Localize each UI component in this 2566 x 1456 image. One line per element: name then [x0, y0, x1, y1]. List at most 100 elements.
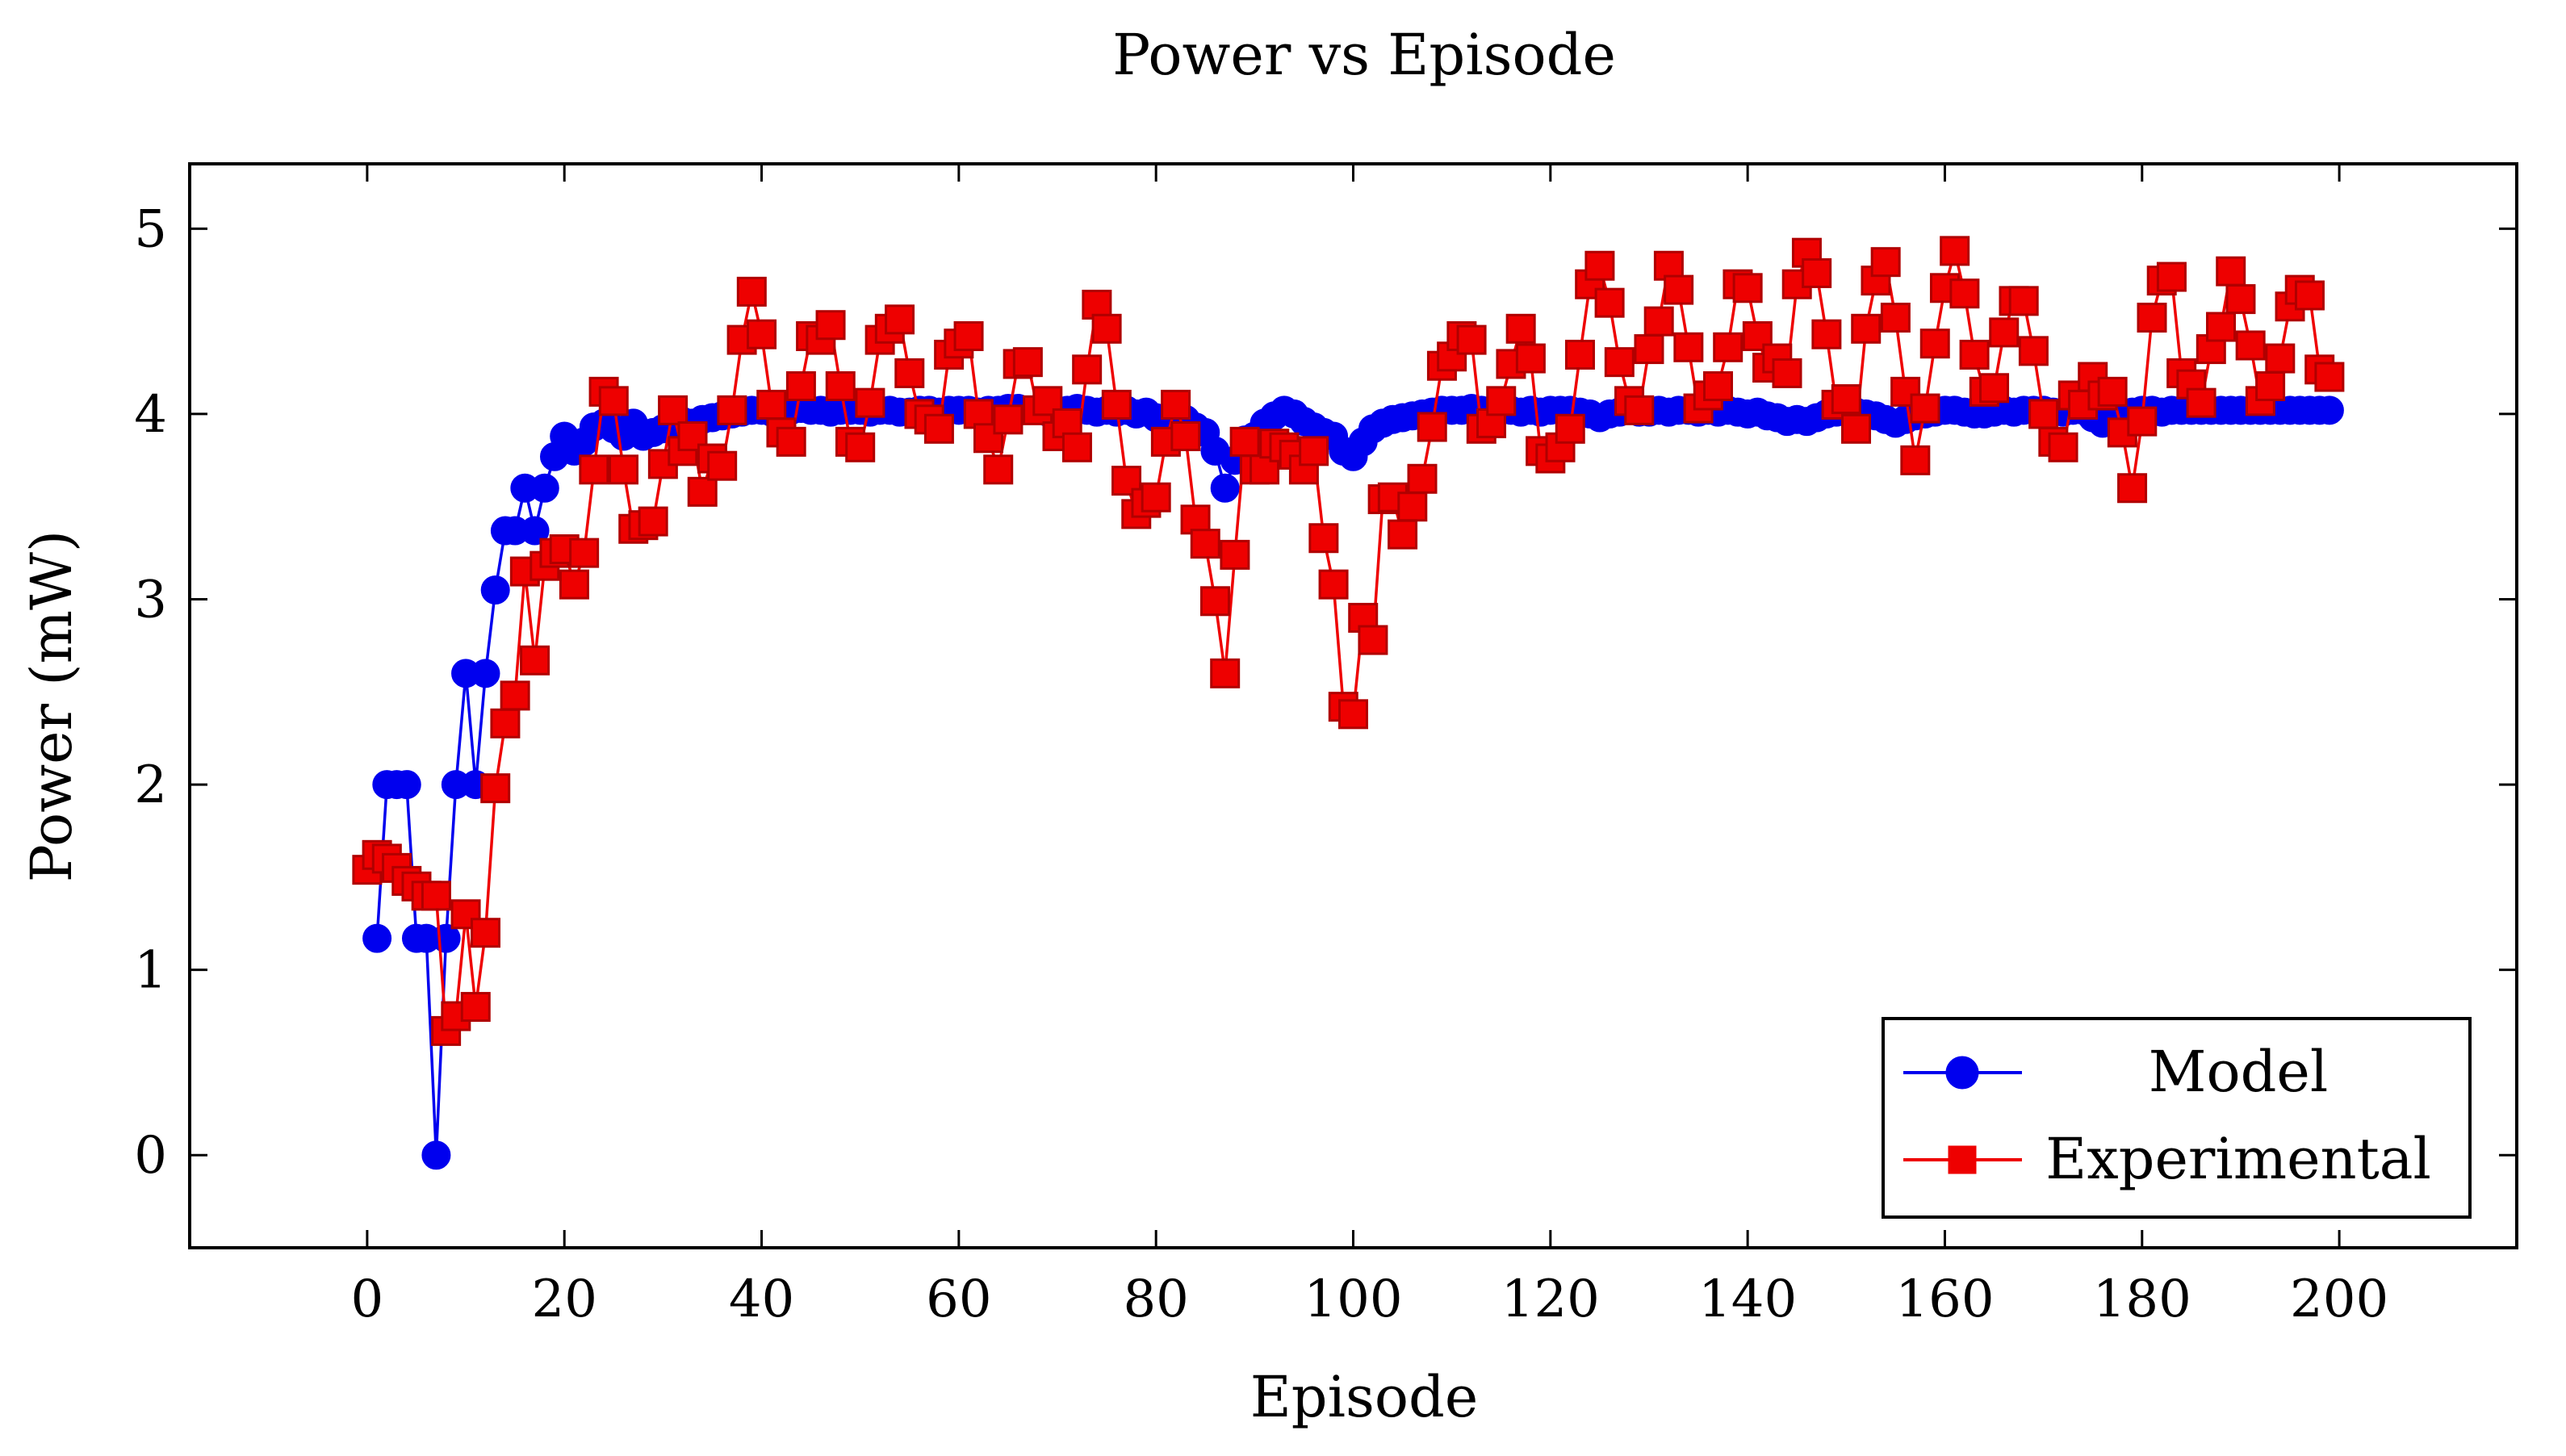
experimental-point: [490, 708, 521, 738]
experimental-point: [2265, 343, 2296, 374]
x-tick-label: 60: [926, 1270, 991, 1329]
experimental-point: [1772, 358, 1802, 388]
experimental-point: [2117, 473, 2148, 504]
x-tick-label: 80: [1123, 1270, 1188, 1329]
experimental-point: [1949, 278, 1980, 309]
x-tick-label: 100: [1304, 1270, 1402, 1329]
experimental-point: [1802, 257, 1832, 288]
experimental-point: [1919, 328, 1950, 359]
experimental-point: [815, 310, 846, 341]
experimental-point: [2018, 336, 2049, 366]
experimental-point: [2028, 399, 2059, 429]
legend-experimental-label: Experimental: [2045, 1126, 2431, 1192]
model-point: [480, 575, 510, 605]
experimental-point: [500, 680, 530, 711]
x-tick-label: 120: [1501, 1270, 1600, 1329]
experimental-point: [2048, 432, 2078, 462]
experimental-point: [470, 918, 500, 948]
chart-title: Power vs Episode: [1112, 22, 1616, 88]
experimental-point: [460, 992, 491, 1023]
model-point: [530, 473, 559, 503]
model-point: [362, 923, 392, 953]
experimental-point: [609, 454, 639, 485]
experimental-point: [717, 395, 747, 425]
experimental-point: [1851, 313, 1882, 344]
experimental-point: [2225, 284, 2256, 315]
experimental-point: [1564, 339, 1595, 370]
experimental-point: [1101, 389, 1132, 420]
experimental-point: [1407, 463, 1438, 494]
experimental-point: [1634, 334, 1664, 365]
y-tick-label: 2: [134, 755, 167, 815]
experimental-point: [2206, 312, 2237, 342]
experimental-point: [1555, 413, 1585, 444]
model-point: [520, 516, 550, 546]
y-tick-label: 5: [134, 199, 167, 259]
experimental-point: [2097, 376, 2128, 407]
y-tick-label: 0: [134, 1126, 167, 1186]
experimental-point: [480, 773, 511, 804]
experimental-point: [1505, 313, 1536, 344]
experimental-point: [1072, 354, 1103, 385]
experimental-point: [1417, 412, 1447, 442]
experimental-point: [1486, 386, 1517, 416]
model-point: [391, 770, 421, 800]
experimental-point: [756, 389, 787, 420]
experimental-point: [1900, 445, 1931, 475]
experimental-point: [736, 276, 767, 307]
experimental-point: [707, 450, 738, 481]
experimental-point: [1910, 393, 1940, 424]
experimental-point: [1515, 343, 1546, 374]
experimental-point: [923, 413, 954, 444]
experimental-point: [1388, 519, 1418, 550]
experimental-point: [1229, 426, 1260, 457]
experimental-point: [1989, 317, 2020, 348]
x-tick-label: 200: [2290, 1270, 2388, 1329]
series-experimental: [352, 236, 2345, 1046]
legend-experimental-marker: [1948, 1145, 1977, 1174]
experimental-point: [1141, 482, 1171, 513]
experimental-point: [1199, 586, 1230, 617]
experimental-point: [1358, 625, 1388, 655]
experimental-point: [1673, 332, 1704, 362]
legend-model-marker: [1945, 1056, 1979, 1090]
legend-model-label: Model: [2149, 1039, 2328, 1105]
experimental-point: [1190, 529, 1220, 559]
experimental-point: [1732, 273, 1763, 303]
experimental-point: [2314, 362, 2345, 392]
x-tick-label: 160: [1895, 1270, 1994, 1329]
experimental-point: [747, 319, 777, 349]
experimental-point: [1831, 384, 1861, 415]
experimental-point: [1664, 274, 1694, 305]
experimental-point: [1397, 492, 1428, 522]
axis-ticks: 0 20 40 60 80 100 120 140 160 180 200 0 1 2 3 4 5: [134, 164, 2517, 1329]
model-point: [1210, 473, 1240, 503]
experimental-point: [1870, 247, 1901, 278]
experimental-point: [1308, 523, 1339, 554]
experimental-point: [569, 538, 600, 568]
y-tick-label: 3: [134, 570, 167, 630]
experimental-point: [1653, 250, 1684, 281]
experimental-point: [963, 399, 994, 429]
experimental-point: [1624, 395, 1655, 425]
experimental-point: [1811, 319, 1842, 349]
model-point: [421, 1140, 451, 1170]
experimental-point: [658, 395, 689, 425]
experimental-point: [1702, 370, 1733, 401]
x-axis-label: Episode: [1250, 1364, 1479, 1430]
model-point: [471, 659, 500, 688]
experimental-point: [2294, 280, 2325, 311]
experimental-point: [1210, 658, 1241, 688]
experimental-point: [2255, 370, 2286, 401]
experimental-point: [983, 454, 1014, 485]
experimental-point: [1713, 332, 1743, 362]
experimental-point: [2008, 286, 2039, 316]
experimental-point: [894, 358, 925, 388]
experimental-point: [1584, 250, 1615, 281]
experimental-point: [1061, 432, 1092, 462]
experimental-point: [421, 881, 451, 911]
experimental-point: [520, 645, 550, 676]
experimental-point: [2156, 261, 2187, 292]
x-tick-label: 180: [2093, 1270, 2191, 1329]
